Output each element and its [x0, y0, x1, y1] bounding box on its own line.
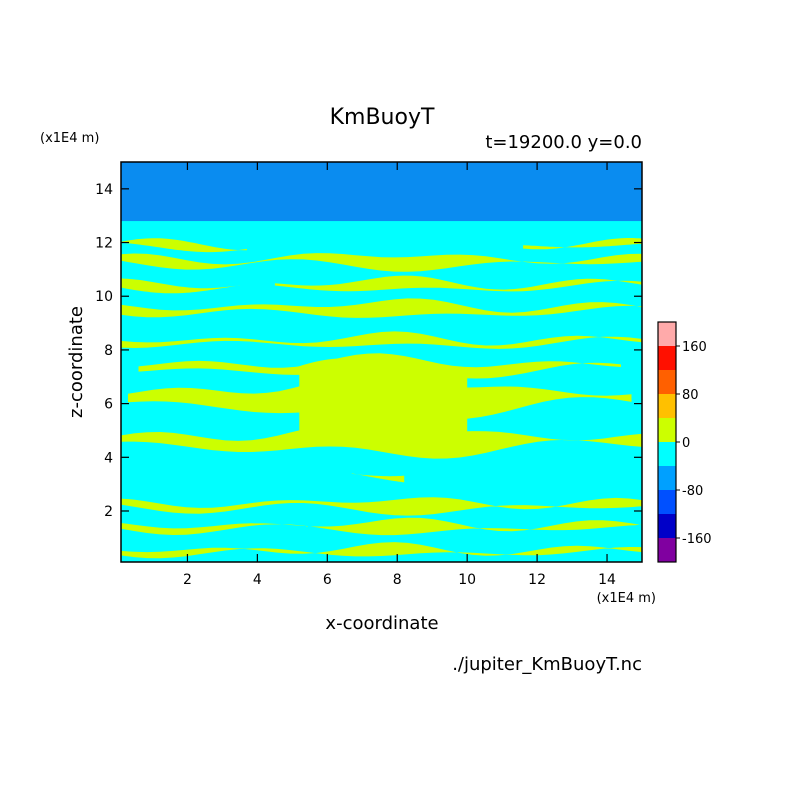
y-tick-label: 2 — [104, 504, 113, 520]
contour-band — [121, 278, 240, 294]
x-tick-label: 2 — [183, 572, 192, 588]
colorbar-swatch — [658, 538, 676, 562]
x-tick-label: 10 — [458, 572, 476, 588]
colorbar-swatch — [658, 442, 676, 466]
contour-band — [121, 497, 642, 516]
x-tick-label: 14 — [598, 572, 616, 588]
y-tick-label: 4 — [104, 450, 113, 466]
contour-band-core — [299, 358, 468, 452]
y-unit-label: (x1E4 m) — [40, 131, 99, 146]
colorbar-swatch — [658, 466, 676, 490]
contour-band — [121, 238, 247, 253]
colorbar-label: 0 — [682, 436, 690, 451]
colorbar-swatch — [658, 394, 676, 418]
x-unit-label: (x1E4 m) — [597, 591, 656, 606]
chart-subtitle: t=19200.0 y=0.0 — [485, 132, 642, 153]
x-tick-label: 6 — [323, 572, 332, 588]
plot-area — [121, 162, 642, 562]
colorbar-swatch — [658, 418, 676, 442]
y-tick-label: 12 — [95, 236, 113, 252]
colorbar-swatch — [658, 346, 676, 370]
y-axis-label: z-coordinate — [66, 306, 87, 418]
colorbar-label: -160 — [682, 532, 712, 547]
x-tick-label: 4 — [253, 572, 262, 588]
y-tick-label: 8 — [104, 343, 113, 359]
file-caption: ./jupiter_KmBuoyT.nc — [452, 654, 642, 675]
contour-band — [121, 253, 642, 272]
colorbar-label: -80 — [682, 484, 703, 499]
colorbar-label: 80 — [682, 388, 699, 403]
colorbar-label: 160 — [682, 340, 707, 355]
plot-frame — [120, 161, 643, 563]
contour-band — [274, 275, 642, 292]
x-tick-label: 12 — [528, 572, 546, 588]
colorbar-swatch — [658, 514, 676, 538]
contour-band — [523, 238, 642, 250]
colorbar-swatch — [658, 322, 676, 346]
colorbar-swatch — [658, 370, 676, 394]
contour-band — [351, 473, 405, 483]
contour-band — [121, 542, 642, 559]
contour-band — [121, 517, 642, 536]
contour-band — [121, 331, 642, 349]
colorbar-swatch — [658, 490, 676, 514]
colorbar: -160 -80 0 80 160 — [657, 321, 712, 563]
contour-band — [121, 298, 642, 318]
x-tick-label: 8 — [393, 572, 402, 588]
y-axis: 2 4 6 8 10 12 14 — [95, 182, 642, 520]
y-tick-label: 6 — [104, 397, 113, 413]
y-tick-label: 10 — [95, 289, 113, 305]
top-layer — [121, 162, 642, 222]
chart-title: KmBuoyT — [330, 105, 435, 130]
x-axis: 2 4 6 8 10 12 14 — [183, 162, 616, 588]
y-tick-label: 14 — [95, 182, 113, 198]
x-axis-label: x-coordinate — [325, 613, 438, 634]
